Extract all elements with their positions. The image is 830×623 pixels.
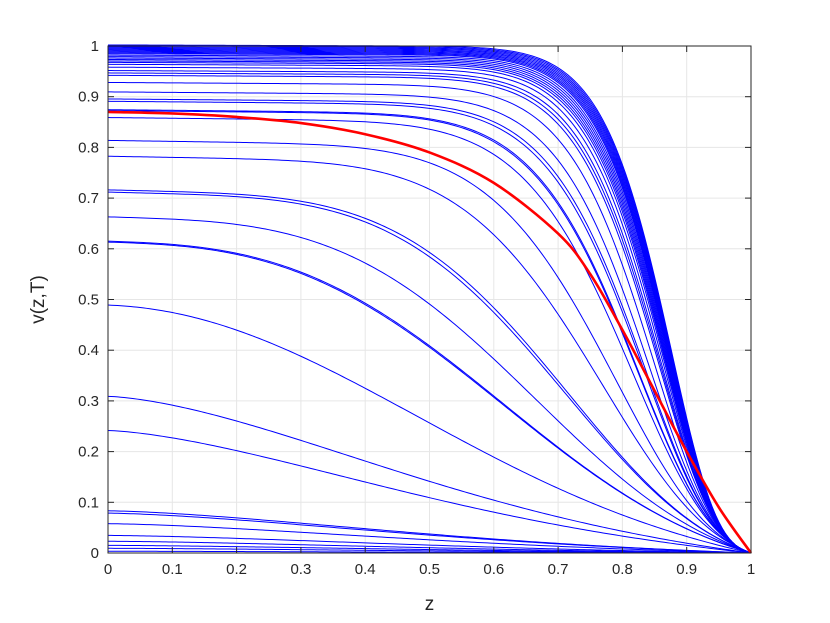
family-curve [107, 72, 752, 554]
family-curve [107, 56, 752, 554]
family-curve [107, 53, 752, 554]
axis-ticks: 0 0.1 0.2 0.3 0.4 0.5 0.6 0.7 0.8 0.9 1 0 0.1 0.2 0.3 0… [78, 38, 755, 578]
x-tick-label: 1 [747, 561, 755, 578]
y-tick-label: 0.6 [78, 241, 99, 258]
y-axis-label: v(z,T) [28, 275, 49, 324]
family-curve [107, 110, 752, 554]
family-curve [107, 74, 752, 554]
y-tick-label: 0.2 [78, 444, 99, 461]
family-curve [107, 66, 752, 554]
family-curve [107, 98, 752, 554]
family-curve [107, 139, 752, 554]
family-curve [107, 54, 752, 554]
y-tick-label: 0.5 [78, 292, 99, 309]
y-tick-label: 1 [91, 38, 99, 55]
family-curve [107, 58, 752, 554]
family-curve [107, 109, 752, 554]
x-axis-label: z [425, 594, 435, 615]
family-curve [107, 240, 752, 554]
x-tick-label: 0.1 [162, 561, 183, 578]
x-tick-label: 0.9 [676, 561, 697, 578]
y-tick-label: 0.8 [78, 139, 99, 156]
family-curve [107, 57, 752, 554]
family-curve [107, 91, 752, 554]
family-curve [107, 70, 752, 554]
x-tick-label: 0.7 [548, 561, 569, 578]
x-tick-label: 0.5 [419, 561, 440, 578]
family-curve [107, 61, 752, 554]
family-curve [107, 523, 752, 554]
family-curve [107, 510, 752, 554]
family-curve [107, 534, 752, 554]
y-tick-label: 0.1 [78, 494, 99, 511]
family-curve [107, 63, 752, 554]
family-curve [107, 216, 752, 554]
x-tick-label: 0.4 [355, 561, 376, 578]
family-curve [107, 304, 752, 554]
family-curve [107, 155, 752, 554]
highlight-curve-layer [107, 110, 753, 554]
family-curve [107, 191, 752, 554]
x-tick-label: 0 [104, 561, 112, 578]
x-tick-label: 0.3 [290, 561, 311, 578]
family-curve [107, 117, 752, 554]
highlight-curve [107, 110, 753, 554]
y-tick-label: 0.4 [78, 342, 99, 359]
family-curve [107, 60, 752, 554]
x-tick-label: 0.6 [483, 561, 504, 578]
family-curve [107, 81, 752, 554]
y-tick-label: 0.3 [78, 393, 99, 410]
family-curve [107, 50, 752, 554]
family-curve [107, 189, 752, 554]
y-tick-label: 0.7 [78, 190, 99, 207]
x-tick-label: 0.8 [612, 561, 633, 578]
x-tick-label: 0.2 [226, 561, 247, 578]
y-tick-label: 0 [91, 545, 99, 562]
y-tick-label: 0.9 [78, 89, 99, 106]
family-curve [107, 52, 752, 554]
family-curve [107, 429, 752, 554]
family-curve [107, 395, 752, 554]
family-curve [107, 51, 752, 554]
